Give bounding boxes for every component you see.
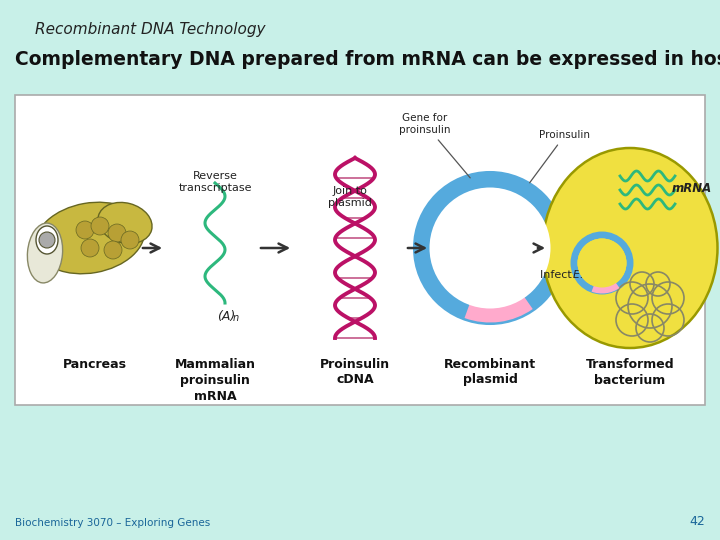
Text: Gene for
proinsulin: Gene for proinsulin [400,113,470,178]
Text: n: n [233,313,239,323]
Wedge shape [592,282,619,294]
Circle shape [577,239,626,287]
Text: Mammalian
proinsulin
mRNA: Mammalian proinsulin mRNA [174,358,256,403]
FancyBboxPatch shape [15,95,705,405]
Text: Proinsulin
cDNA: Proinsulin cDNA [320,358,390,386]
Ellipse shape [36,226,58,254]
Wedge shape [464,297,533,322]
Text: Biochemistry 3070 – Exploring Genes: Biochemistry 3070 – Exploring Genes [15,518,210,528]
Text: Join to
plasmid: Join to plasmid [328,186,372,208]
Text: (A): (A) [217,310,235,323]
Text: Recombinant DNA Technology: Recombinant DNA Technology [35,22,266,37]
Text: Complementary DNA prepared from mRNA can be expressed in host cells:: Complementary DNA prepared from mRNA can… [15,50,720,69]
Ellipse shape [35,202,145,274]
Text: mRNA: mRNA [672,181,712,194]
Circle shape [91,217,109,235]
Text: Transformed
bacterium: Transformed bacterium [585,358,675,387]
Circle shape [76,221,94,239]
Ellipse shape [98,202,152,244]
Ellipse shape [542,148,718,348]
Ellipse shape [27,223,63,283]
Text: E. coli: E. coli [573,270,606,280]
Circle shape [39,232,55,248]
Text: Recombinant
plasmid: Recombinant plasmid [444,358,536,386]
Circle shape [108,224,126,242]
Text: Proinsulin: Proinsulin [530,130,590,183]
Circle shape [81,239,99,257]
Circle shape [104,241,122,259]
Text: 42: 42 [689,515,705,528]
Text: Infect: Infect [540,270,575,280]
Text: Reverse
transcriptase: Reverse transcriptase [179,171,252,193]
Circle shape [121,231,139,249]
Circle shape [430,187,551,308]
Text: Pancreas: Pancreas [63,358,127,371]
